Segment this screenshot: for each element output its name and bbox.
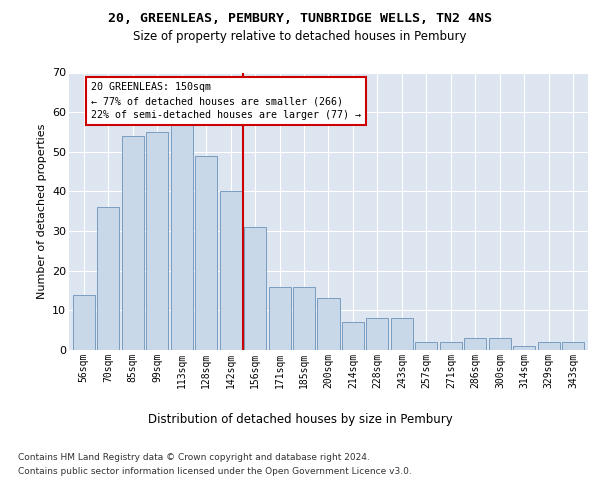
Bar	[317, 298, 340, 350]
Bar	[342, 322, 364, 350]
Bar	[170, 124, 193, 350]
Text: Distribution of detached houses by size in Pembury: Distribution of detached houses by size …	[148, 412, 452, 426]
Bar	[73, 294, 95, 350]
Bar	[464, 338, 487, 350]
Bar	[195, 156, 217, 350]
Bar	[562, 342, 584, 350]
Bar	[367, 318, 388, 350]
Text: Contains public sector information licensed under the Open Government Licence v3: Contains public sector information licen…	[18, 468, 412, 476]
Text: Size of property relative to detached houses in Pembury: Size of property relative to detached ho…	[133, 30, 467, 43]
Text: 20, GREENLEAS, PEMBURY, TUNBRIDGE WELLS, TN2 4NS: 20, GREENLEAS, PEMBURY, TUNBRIDGE WELLS,…	[108, 12, 492, 26]
Bar	[391, 318, 413, 350]
Bar	[269, 286, 290, 350]
Bar	[220, 192, 242, 350]
Bar	[122, 136, 143, 350]
Bar	[538, 342, 560, 350]
Bar	[146, 132, 168, 350]
Bar	[415, 342, 437, 350]
Bar	[489, 338, 511, 350]
Y-axis label: Number of detached properties: Number of detached properties	[37, 124, 47, 299]
Text: 20 GREENLEAS: 150sqm
← 77% of detached houses are smaller (266)
22% of semi-deta: 20 GREENLEAS: 150sqm ← 77% of detached h…	[91, 82, 361, 120]
Bar	[244, 227, 266, 350]
Bar	[514, 346, 535, 350]
Bar	[97, 208, 119, 350]
Bar	[440, 342, 462, 350]
Text: Contains HM Land Registry data © Crown copyright and database right 2024.: Contains HM Land Registry data © Crown c…	[18, 452, 370, 462]
Bar	[293, 286, 315, 350]
